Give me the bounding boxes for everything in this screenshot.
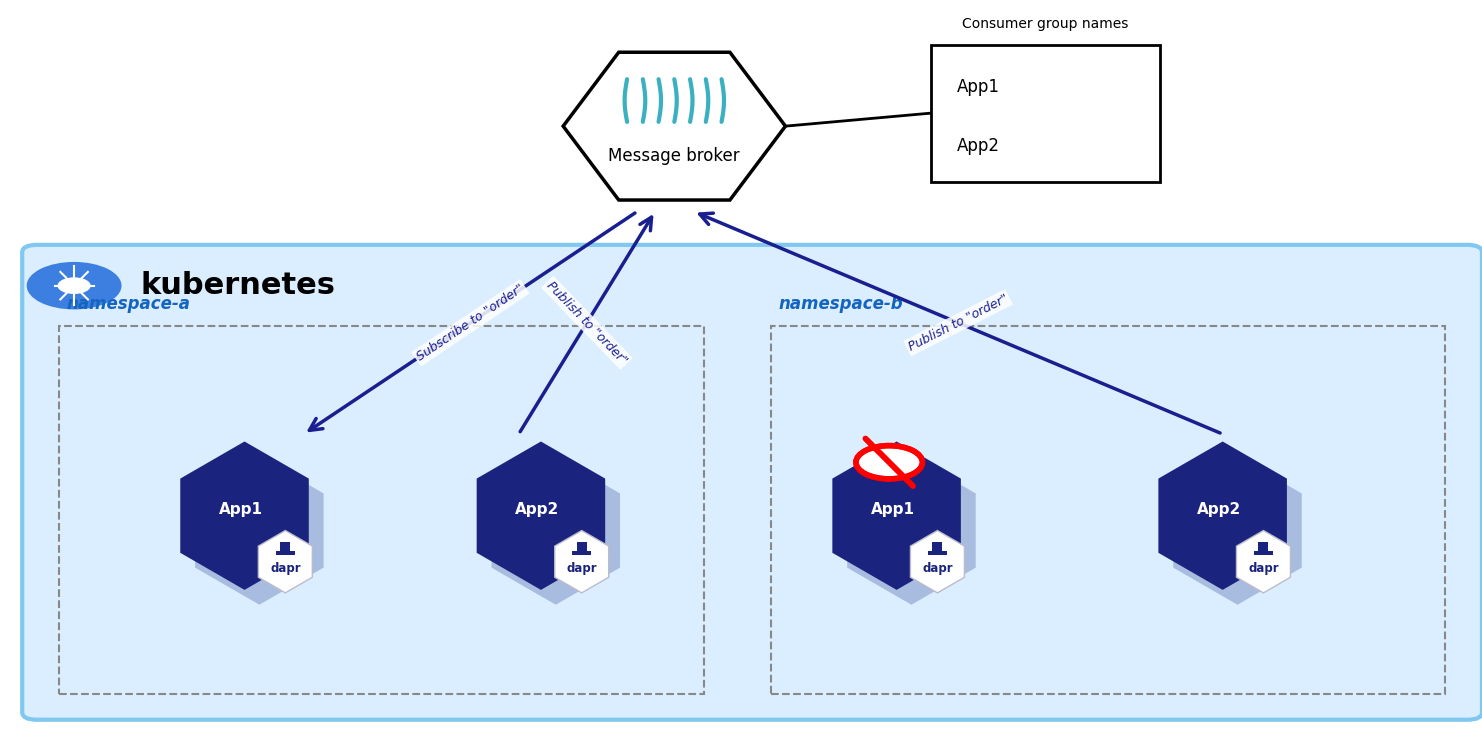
Polygon shape xyxy=(258,531,313,593)
Text: dapr: dapr xyxy=(922,562,953,575)
Text: Publish to "order": Publish to "order" xyxy=(906,292,1011,353)
FancyBboxPatch shape xyxy=(276,551,295,555)
Text: App2: App2 xyxy=(957,137,1000,155)
Polygon shape xyxy=(1236,531,1291,593)
Polygon shape xyxy=(833,441,960,590)
Polygon shape xyxy=(1174,456,1301,605)
Polygon shape xyxy=(181,441,308,590)
FancyBboxPatch shape xyxy=(572,551,591,555)
Polygon shape xyxy=(848,456,975,605)
Text: Consumer group names: Consumer group names xyxy=(962,17,1129,31)
Text: dapr: dapr xyxy=(1248,562,1279,575)
Polygon shape xyxy=(563,52,785,200)
Polygon shape xyxy=(910,531,965,593)
Circle shape xyxy=(857,446,922,479)
FancyBboxPatch shape xyxy=(1254,551,1273,555)
FancyBboxPatch shape xyxy=(931,45,1160,182)
FancyBboxPatch shape xyxy=(1258,542,1269,551)
Text: Publish to "order": Publish to "order" xyxy=(544,279,630,367)
Text: App1: App1 xyxy=(219,502,262,517)
Circle shape xyxy=(58,278,90,294)
Text: App2: App2 xyxy=(1197,502,1240,517)
Polygon shape xyxy=(196,456,323,605)
FancyBboxPatch shape xyxy=(928,551,947,555)
Text: dapr: dapr xyxy=(270,562,301,575)
Circle shape xyxy=(27,262,122,309)
Text: Subscribe to "order": Subscribe to "order" xyxy=(415,282,526,364)
Text: App2: App2 xyxy=(516,502,559,517)
FancyBboxPatch shape xyxy=(576,542,587,551)
Text: dapr: dapr xyxy=(566,562,597,575)
Polygon shape xyxy=(1159,441,1286,590)
FancyBboxPatch shape xyxy=(280,542,290,551)
Text: App1: App1 xyxy=(871,502,914,517)
Text: App1: App1 xyxy=(957,78,1000,96)
FancyBboxPatch shape xyxy=(22,245,1482,720)
Text: namespace-a: namespace-a xyxy=(67,295,191,313)
Polygon shape xyxy=(492,456,619,605)
Text: kubernetes: kubernetes xyxy=(141,271,336,301)
Text: Message broker: Message broker xyxy=(609,147,740,165)
Text: namespace-b: namespace-b xyxy=(778,295,903,313)
FancyBboxPatch shape xyxy=(932,542,943,551)
Polygon shape xyxy=(554,531,609,593)
Circle shape xyxy=(857,446,922,479)
Polygon shape xyxy=(477,441,605,590)
